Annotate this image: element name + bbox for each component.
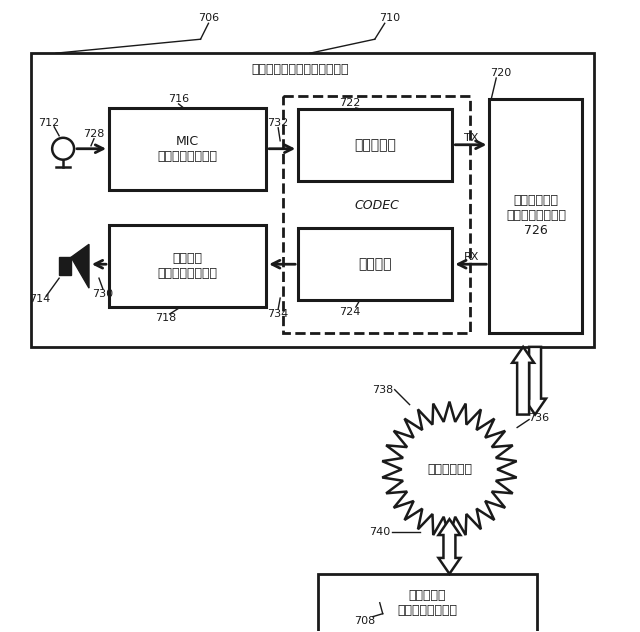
Text: 714: 714 [29, 294, 50, 304]
Text: 730: 730 [92, 289, 113, 299]
Text: 734: 734 [268, 309, 289, 319]
Polygon shape [524, 347, 546, 415]
Text: MIC
インターフェース: MIC インターフェース [157, 135, 218, 162]
Text: オーディオ
アクセスデバイス: オーディオ アクセスデバイス [397, 589, 458, 617]
Text: ネットワーク
インターフェース
726: ネットワーク インターフェース 726 [506, 194, 566, 237]
Text: 716: 716 [168, 94, 189, 104]
Text: 722: 722 [339, 98, 360, 108]
Polygon shape [382, 401, 516, 537]
Bar [31, 53, 594, 347]
Bar [489, 99, 582, 333]
Polygon shape [71, 245, 89, 288]
Text: デコーダ: デコーダ [358, 257, 392, 271]
Text: エンコーダ: エンコーダ [354, 138, 396, 152]
Bar [283, 96, 470, 333]
Text: 736: 736 [529, 413, 550, 423]
Text: 740: 740 [369, 527, 390, 537]
Bar [109, 108, 266, 190]
Text: 724: 724 [339, 307, 360, 317]
Text: 718: 718 [155, 313, 176, 323]
Text: 706: 706 [198, 13, 219, 23]
Text: CODEC: CODEC [355, 199, 399, 212]
Text: オーディオアクセスデバイス: オーディオアクセスデバイス [252, 63, 349, 76]
Text: RX: RX [463, 252, 479, 262]
Polygon shape [512, 347, 534, 415]
Text: TX: TX [464, 133, 479, 143]
Text: 738: 738 [372, 385, 394, 394]
Polygon shape [438, 519, 460, 574]
Text: ネットワーク: ネットワーク [427, 463, 472, 476]
Text: 732: 732 [268, 118, 289, 128]
Polygon shape [59, 257, 71, 275]
Text: 708: 708 [354, 616, 376, 626]
Bar [298, 228, 452, 300]
Bar [298, 109, 452, 181]
Text: 710: 710 [379, 13, 400, 23]
Bar [318, 574, 537, 631]
Text: 728: 728 [83, 129, 105, 139]
Bar [109, 226, 266, 307]
Text: 712: 712 [38, 118, 60, 128]
Text: 720: 720 [491, 68, 512, 78]
Text: スピーカ
インターフェース: スピーカ インターフェース [157, 252, 218, 280]
